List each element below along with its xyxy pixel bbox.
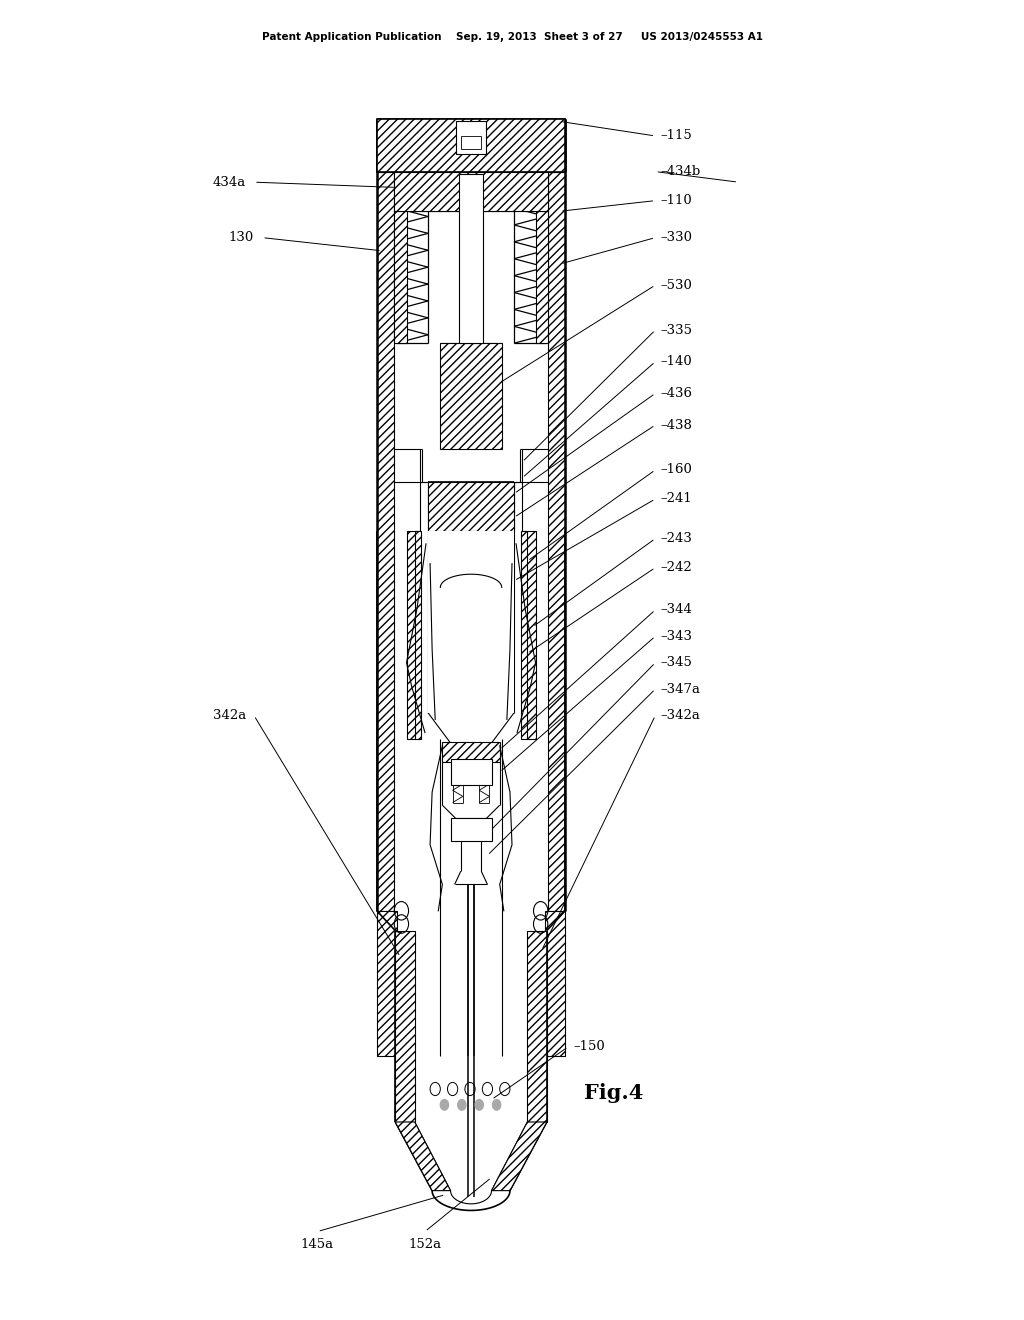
Text: –347a: –347a: [660, 682, 700, 696]
Text: –438: –438: [660, 418, 692, 432]
Text: –140: –140: [660, 355, 692, 368]
Text: –242: –242: [660, 561, 692, 574]
Bar: [461, 136, 481, 149]
Text: –241: –241: [660, 492, 692, 506]
Text: –345: –345: [660, 656, 692, 669]
Bar: [451, 759, 492, 785]
Text: 342a: 342a: [213, 709, 246, 722]
Text: 145a: 145a: [301, 1238, 334, 1251]
Bar: [527, 931, 547, 1122]
Text: –150: –150: [573, 1040, 605, 1053]
Polygon shape: [395, 1122, 451, 1191]
Text: –342a: –342a: [660, 709, 700, 722]
Bar: [394, 211, 407, 343]
Circle shape: [440, 1100, 449, 1110]
Text: –344: –344: [660, 603, 692, 616]
Bar: [407, 531, 421, 739]
Bar: [377, 119, 565, 172]
Bar: [521, 531, 536, 739]
Bar: [395, 931, 415, 1122]
Polygon shape: [492, 1122, 547, 1191]
Text: –436: –436: [660, 387, 692, 400]
Text: –243: –243: [660, 532, 692, 545]
Bar: [545, 911, 565, 1056]
Text: Patent Application Publication    Sep. 19, 2013  Sheet 3 of 27     US 2013/02455: Patent Application Publication Sep. 19, …: [261, 32, 763, 42]
Bar: [428, 531, 514, 713]
Bar: [536, 211, 548, 343]
Bar: [428, 482, 514, 531]
Text: –530: –530: [660, 279, 692, 292]
Text: –160: –160: [660, 463, 692, 477]
Bar: [440, 343, 502, 449]
Bar: [377, 911, 397, 1056]
Bar: [377, 172, 394, 911]
Bar: [442, 742, 500, 762]
Text: 130: 130: [228, 231, 254, 244]
Text: –335: –335: [660, 323, 692, 337]
Text: –330: –330: [660, 231, 692, 244]
Circle shape: [493, 1100, 501, 1110]
Circle shape: [458, 1100, 466, 1110]
Bar: [394, 172, 548, 211]
Text: –434b: –434b: [660, 165, 700, 178]
Text: –110: –110: [660, 194, 692, 207]
Bar: [459, 174, 483, 343]
Text: Fig.4: Fig.4: [584, 1082, 643, 1104]
Text: 152a: 152a: [409, 1238, 441, 1251]
Bar: [548, 172, 565, 911]
Bar: [456, 121, 486, 154]
Bar: [451, 818, 492, 841]
Text: –343: –343: [660, 630, 692, 643]
Circle shape: [475, 1100, 483, 1110]
Text: 434a: 434a: [213, 176, 246, 189]
Text: –115: –115: [660, 129, 692, 143]
